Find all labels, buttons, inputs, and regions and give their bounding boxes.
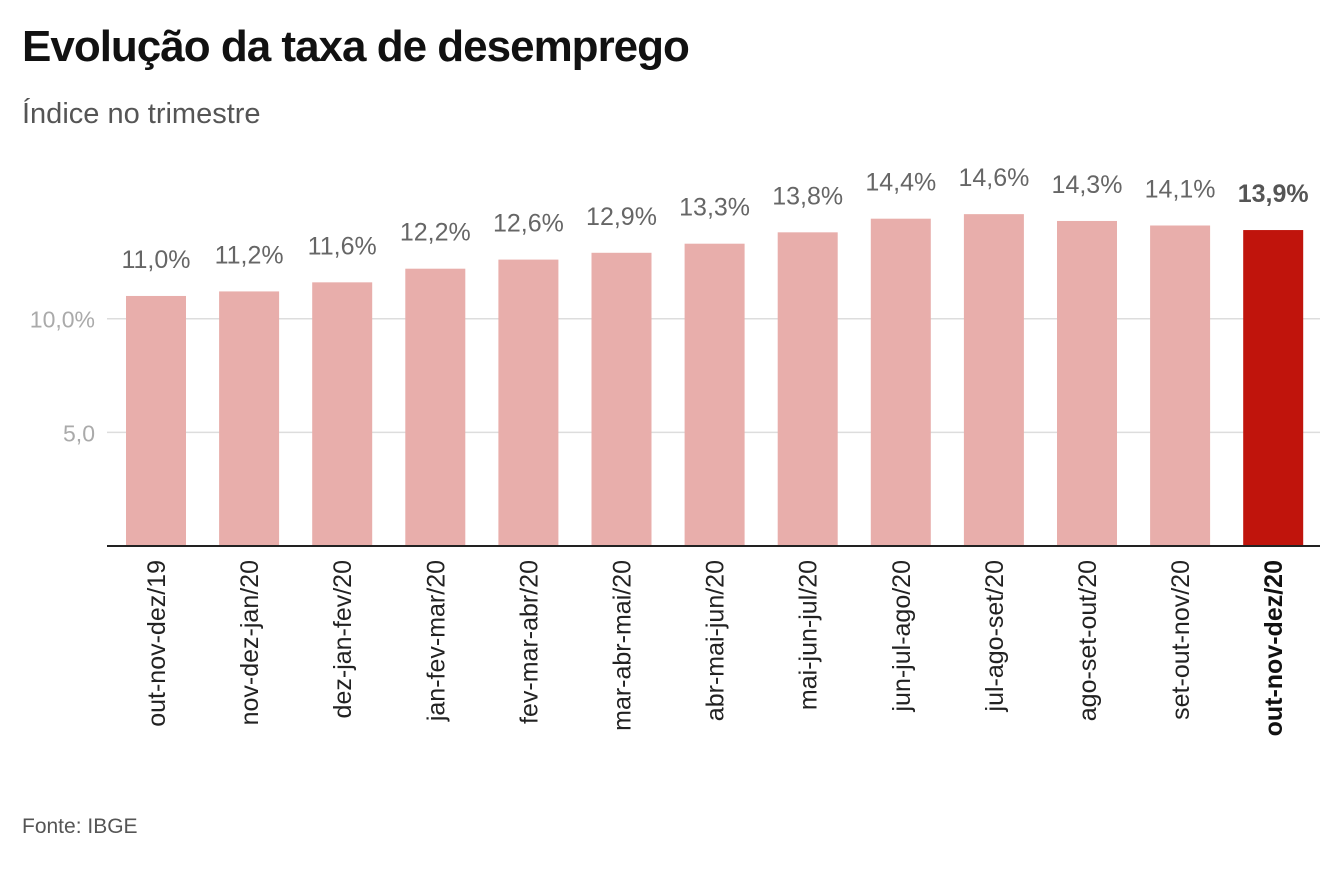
category-label: mar-abr-mai/20 (609, 560, 637, 731)
bar-value-label: 14,3% (1052, 171, 1123, 199)
bar (1150, 225, 1211, 546)
bar (777, 232, 838, 547)
bar-value-label: 14,1% (1145, 176, 1216, 204)
category-label: nov-dez-jan/20 (236, 560, 264, 725)
bar-value-label: 14,6% (958, 164, 1029, 192)
bar (312, 282, 373, 546)
bar-value-label: 13,9% (1238, 180, 1309, 208)
bar-value-label: 11,2% (215, 241, 284, 269)
category-label: jun-jul-ago/20 (888, 560, 916, 713)
bar (963, 214, 1024, 546)
bar (1057, 220, 1117, 546)
category-label: ago-set-out/20 (1074, 560, 1102, 721)
category-label: set-out-nov/20 (1167, 560, 1195, 720)
bar-value-label: 13,3% (679, 194, 750, 222)
source-note: Fonte: IBGE (22, 815, 138, 838)
category-labels-layer: out-nov-dez/19 nov-dez-jan/20 dez-jan-fev/… (143, 560, 1288, 736)
category-label: dez-jan-fev/20 (329, 560, 357, 718)
chart-subtitle: Índice no trimestre (22, 98, 261, 130)
bar (405, 268, 466, 546)
chart-title: Evolução da taxa de desemprego (22, 22, 690, 71)
bar-value-label: 14,4% (865, 169, 936, 197)
bar-value-label: 12,6% (493, 210, 564, 238)
bar-value-label: 11,6% (308, 232, 377, 260)
bar-value-label: 12,2% (400, 219, 471, 247)
bar (684, 243, 745, 547)
bar (591, 252, 652, 546)
category-label: out-nov-dez/19 (143, 560, 171, 727)
bar-value-label: 12,9% (586, 203, 657, 231)
y-tick-label: 5,0 (63, 420, 95, 446)
labels-layer: 11,0% 11,2% 11,6% 12,2% 12,6% 12,9% 13,3% 13,8%… (121, 164, 1308, 274)
bar-value-label: 13,8% (772, 182, 843, 210)
bar (126, 295, 186, 546)
category-label: fev-mar-abr/20 (515, 560, 543, 724)
y-tick-label: 10,0% (30, 307, 95, 333)
category-label: abr-mai-jun/20 (702, 560, 730, 721)
bar-chart: 5,010,0% 11,0% 11,2% 11,6% 12,2% 12,6% 12,9% 1… (30, 164, 1320, 736)
bar-value-label: 11,0% (121, 246, 190, 274)
bar (498, 259, 559, 546)
category-label: jul-ago-set/20 (981, 560, 1009, 712)
category-label: out-nov-dez/20 (1260, 560, 1288, 736)
category-label: mai-jun-jul/20 (795, 560, 823, 710)
bar (219, 291, 280, 546)
bars-layer (107, 214, 1320, 547)
category-label: jan-fev-mar/20 (422, 560, 450, 722)
bar-highlight (1243, 230, 1304, 547)
bar (870, 218, 931, 547)
